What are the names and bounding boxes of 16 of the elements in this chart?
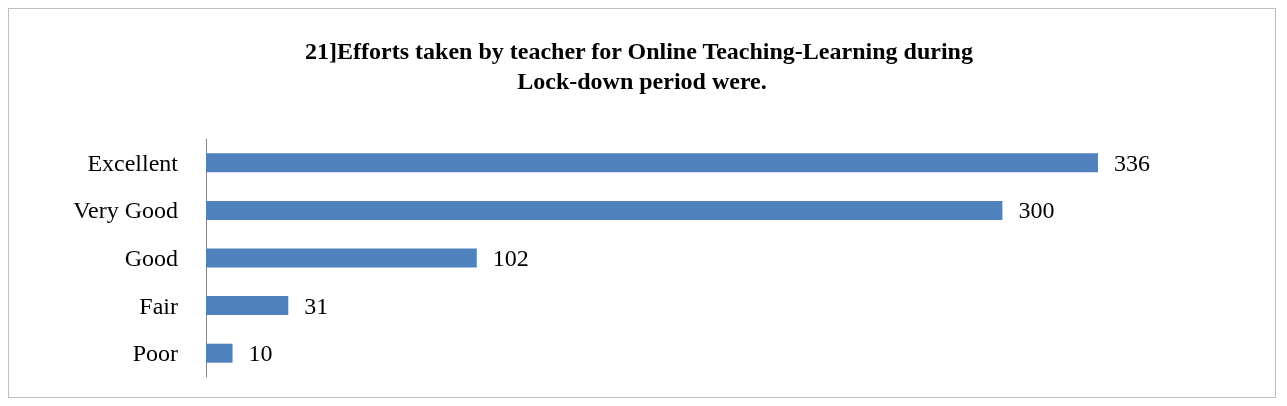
bar bbox=[206, 248, 477, 268]
data-label: 31 bbox=[304, 292, 329, 319]
chart-title: 21]Efforts taken by teacher for Online Teaching-Learning during Lock-down period were. bbox=[305, 38, 979, 94]
bar bbox=[206, 153, 1098, 173]
y-tick-label: Excellent bbox=[87, 149, 179, 176]
data-label: 10 bbox=[248, 340, 273, 367]
bar bbox=[206, 200, 1003, 220]
data-label: 300 bbox=[1018, 197, 1055, 224]
bar bbox=[206, 343, 233, 363]
y-tick-label: Good bbox=[124, 245, 178, 271]
data-label: 102 bbox=[492, 245, 529, 271]
y-tick-label: Fair bbox=[139, 292, 178, 319]
data-label: 336 bbox=[1113, 149, 1150, 176]
bar bbox=[206, 296, 289, 316]
y-tick-label: Very Good bbox=[73, 197, 178, 224]
y-tick-label: Poor bbox=[132, 340, 178, 367]
